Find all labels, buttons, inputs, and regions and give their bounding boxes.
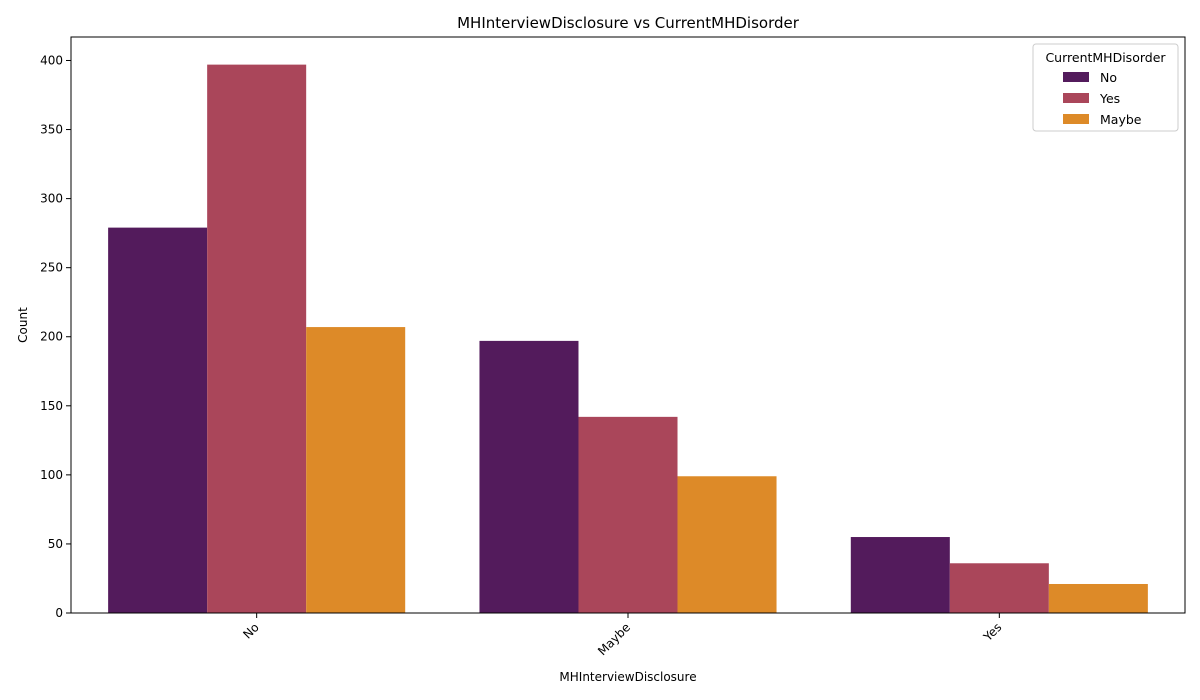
legend-label-no: No [1100, 70, 1117, 85]
y-tick-label: 300 [40, 192, 63, 206]
x-axis: No Maybe Yes [240, 613, 1004, 658]
bar-no-maybe [306, 327, 406, 613]
bar-maybe-no [479, 340, 579, 613]
legend-swatch-maybe [1063, 114, 1089, 124]
bars-group [108, 64, 1148, 613]
y-tick-label: 100 [40, 468, 63, 482]
x-tick-label-maybe: Maybe [595, 620, 633, 658]
y-tick-label: 50 [48, 537, 63, 551]
legend-swatch-no [1063, 72, 1089, 82]
x-tick-label-yes: Yes [980, 620, 1004, 644]
bar-maybe-yes [578, 416, 678, 613]
plot-frame [70, 36, 1186, 614]
legend-swatch-yes [1063, 93, 1089, 103]
legend: CurrentMHDisorder No Yes Maybe [1032, 43, 1179, 132]
y-tick-label: 400 [40, 53, 63, 67]
y-tick-label: 200 [40, 330, 63, 344]
y-tick-label: 150 [40, 399, 63, 413]
x-axis-title: MHInterviewDisclosure [559, 670, 696, 684]
legend-title: CurrentMHDisorder [1045, 50, 1166, 65]
bar-yes-no [850, 537, 950, 613]
bar-yes-yes [949, 563, 1049, 613]
y-tick-label: 350 [40, 123, 63, 137]
y-axis-title: Count [16, 307, 30, 343]
y-tick-label: 250 [40, 261, 63, 275]
bar-no-no [108, 227, 208, 613]
legend-label-maybe: Maybe [1100, 112, 1142, 127]
bar-maybe-maybe [677, 476, 777, 613]
x-tick-label-no: No [240, 620, 261, 641]
bar-no-yes [207, 64, 307, 613]
legend-box [1032, 43, 1179, 132]
chart-title: MHInterviewDisclosure vs CurrentMHDisord… [457, 14, 800, 32]
bar-yes-maybe [1048, 583, 1148, 613]
legend-label-yes: Yes [1099, 91, 1120, 106]
y-axis: 0 50 100 150 200 250 300 350 400 [40, 53, 71, 620]
y-tick-label: 0 [55, 606, 63, 620]
